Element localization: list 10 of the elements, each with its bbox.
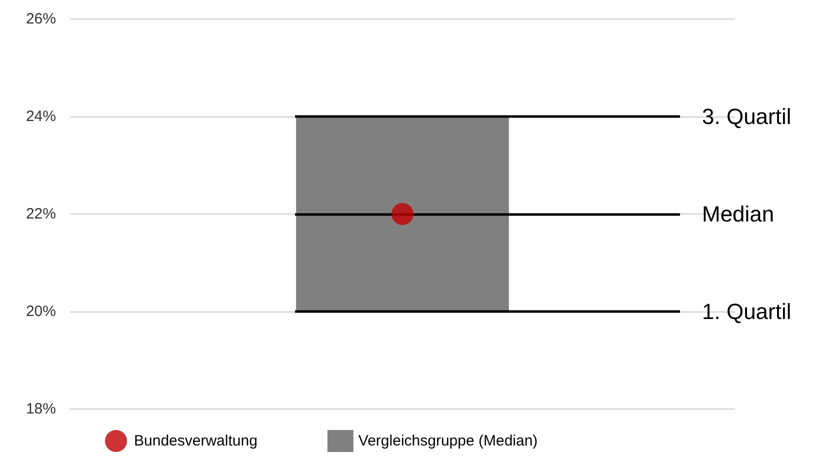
y-tick-label: 20% [26,303,56,320]
y-tick-label: 24% [26,108,56,125]
ref-line-label: 3. Quartil [702,104,792,129]
ref-line-label: 1. Quartil [702,299,792,324]
legend-label: Bundesverwaltung [134,432,258,450]
y-tick-label: 18% [26,400,56,418]
ref-line-label: Median [702,202,774,226]
y-tick-label: 26% [26,10,56,28]
y-tick-label: 22% [26,206,56,222]
legend-label: Vergleichsgruppe (Median) [358,432,538,450]
